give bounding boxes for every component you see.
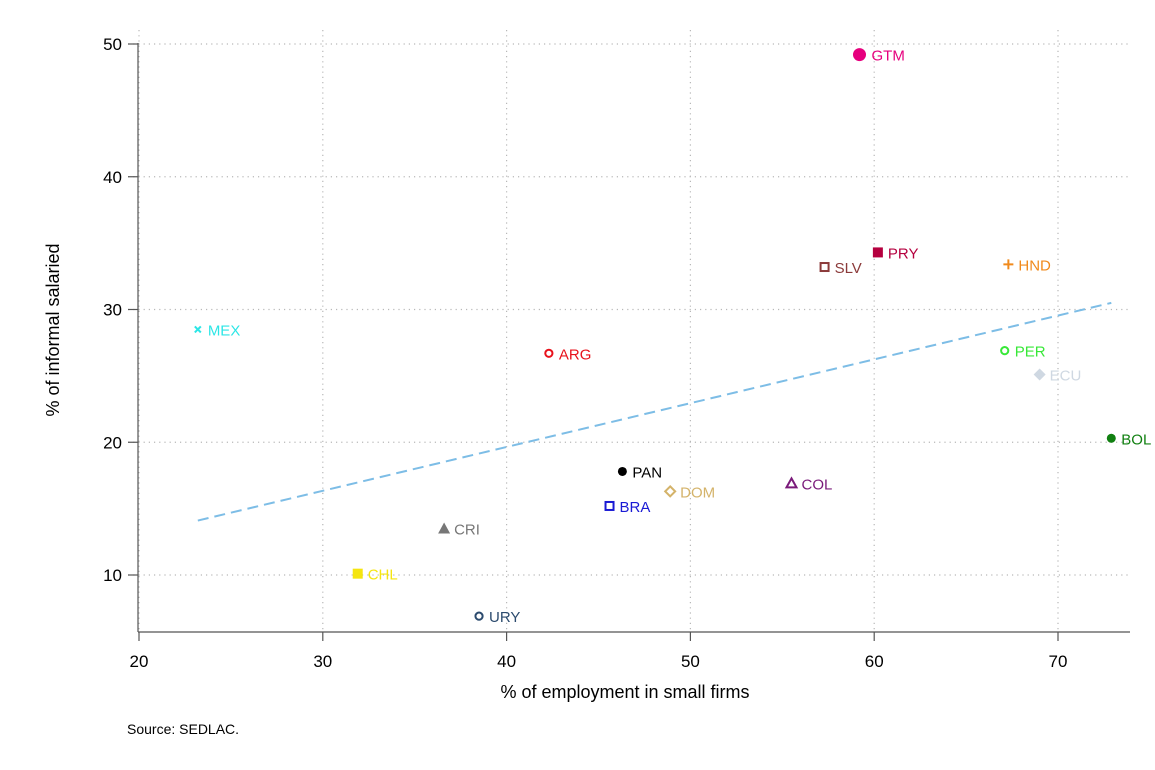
fit-line-layer xyxy=(197,301,1112,522)
point-gtm: GTM xyxy=(852,48,905,65)
point-marker xyxy=(438,522,451,534)
point-hnd: HND xyxy=(1003,257,1051,274)
point-marker xyxy=(617,466,627,476)
point-marker xyxy=(1033,368,1046,381)
point-label: MEX xyxy=(208,322,241,339)
point-per: PER xyxy=(1000,344,1046,361)
point-marker xyxy=(663,484,677,498)
x-tick-label: 30 xyxy=(313,652,332,671)
point-label: GTM xyxy=(871,48,904,65)
point-marker xyxy=(1000,346,1010,356)
x-tick-label: 70 xyxy=(1049,652,1068,671)
x-tick-label: 50 xyxy=(681,652,700,671)
point-marker xyxy=(819,262,830,273)
point-label: HND xyxy=(1018,257,1051,274)
point-chl: CHL xyxy=(352,567,398,584)
x-tick-label: 60 xyxy=(865,652,884,671)
point-label: PER xyxy=(1015,344,1046,361)
point-dom: DOM xyxy=(663,484,715,501)
point-marker xyxy=(352,568,363,579)
point-marker xyxy=(1106,433,1116,443)
point-bra: BRA xyxy=(604,499,651,516)
point-col: COL xyxy=(784,476,832,493)
point-ury: URY xyxy=(474,609,520,626)
point-label: BRA xyxy=(620,499,651,516)
y-axis-title: % of informal salaried xyxy=(43,243,63,416)
point-label: COL xyxy=(801,476,832,493)
point-mex: MEX xyxy=(194,322,241,339)
point-label: ECU xyxy=(1050,368,1082,385)
point-label: CRI xyxy=(454,522,480,539)
point-pry: PRY xyxy=(872,245,919,262)
point-label: ARG xyxy=(559,346,592,363)
point-bol: BOL xyxy=(1106,431,1151,448)
gridlines xyxy=(128,30,1130,632)
x-axis-title: % of employment in small firms xyxy=(500,682,749,702)
x-tick-label: 20 xyxy=(130,652,149,671)
y-tick-label: 30 xyxy=(103,301,122,320)
y-tick-label: 50 xyxy=(103,35,122,54)
source-note: Source: SEDLAC. xyxy=(127,721,240,737)
y-tick-label: 40 xyxy=(103,168,122,187)
point-marker xyxy=(544,348,554,358)
point-marker xyxy=(784,476,799,489)
point-label: CHL xyxy=(368,567,398,584)
y-tick-label: 20 xyxy=(103,433,122,452)
point-label: PAN xyxy=(632,464,662,481)
point-label: PRY xyxy=(888,245,919,262)
y-tick-label: 10 xyxy=(103,566,122,585)
point-arg: ARG xyxy=(544,346,592,363)
point-marker xyxy=(872,247,883,258)
point-ecu: ECU xyxy=(1033,368,1082,385)
point-slv: SLV xyxy=(819,260,862,277)
point-label: SLV xyxy=(835,260,862,277)
point-label: URY xyxy=(489,609,520,626)
axes: 10 20 30 40 50 20 30 40 50 60 70 xyxy=(103,35,1130,671)
point-label: DOM xyxy=(680,484,715,501)
point-marker xyxy=(852,48,866,62)
point-pan: PAN xyxy=(617,464,662,481)
point-marker xyxy=(194,325,202,334)
point-label: BOL xyxy=(1121,431,1151,448)
point-marker xyxy=(474,611,484,621)
x-tick-label: 40 xyxy=(497,652,516,671)
fit-line xyxy=(197,301,1112,522)
point-marker xyxy=(604,500,615,511)
point-cri: CRI xyxy=(438,522,480,539)
